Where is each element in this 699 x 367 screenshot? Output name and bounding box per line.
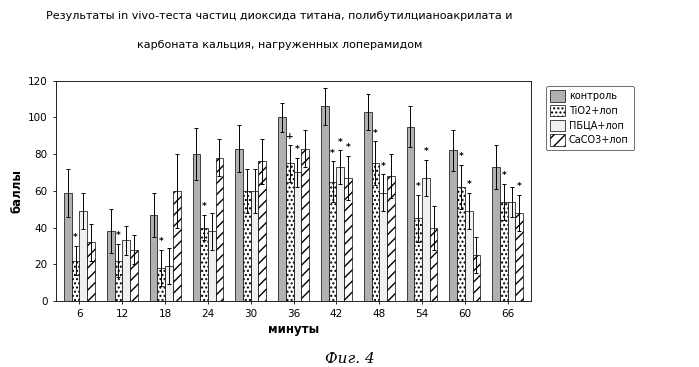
Text: *: *: [424, 147, 428, 156]
Bar: [492, 167, 500, 301]
Legend: контроль, TiO2+лоп, ПБЦА+лоп, CaCO3+лоп: контроль, TiO2+лоп, ПБЦА+лоп, CaCO3+лоп: [546, 86, 633, 150]
Bar: [363, 112, 371, 301]
Bar: [150, 215, 157, 301]
Text: *: *: [202, 202, 206, 211]
Text: Фиг. 4: Фиг. 4: [324, 352, 375, 366]
Bar: [259, 161, 266, 301]
Text: *: *: [517, 182, 521, 191]
Text: *: *: [159, 237, 164, 246]
Bar: [344, 178, 352, 301]
Bar: [243, 191, 251, 301]
Bar: [465, 211, 473, 301]
Bar: [216, 158, 224, 301]
Bar: [251, 191, 259, 301]
Y-axis label: баллы: баллы: [10, 169, 24, 213]
Bar: [236, 149, 243, 301]
Text: карбоната кальция, нагруженных лоперамидом: карбоната кальция, нагруженных лоперамид…: [137, 40, 422, 50]
Text: *: *: [345, 143, 350, 152]
Bar: [165, 266, 173, 301]
Text: *: *: [501, 171, 506, 180]
Text: *: *: [373, 128, 377, 138]
Text: *: *: [295, 145, 300, 154]
Bar: [72, 261, 80, 301]
Bar: [371, 163, 380, 301]
Bar: [380, 193, 387, 301]
Bar: [173, 191, 180, 301]
Bar: [200, 228, 208, 301]
Bar: [507, 202, 515, 301]
Text: *: *: [116, 231, 121, 240]
Bar: [422, 178, 430, 301]
X-axis label: минуты: минуты: [268, 323, 319, 337]
Bar: [130, 250, 138, 301]
Text: *: *: [381, 161, 385, 171]
Bar: [64, 193, 72, 301]
Bar: [107, 231, 115, 301]
Text: *: *: [416, 182, 421, 191]
Bar: [294, 172, 301, 301]
Bar: [336, 167, 344, 301]
Text: *: *: [330, 149, 335, 158]
Bar: [286, 163, 294, 301]
Bar: [329, 182, 336, 301]
Bar: [387, 176, 395, 301]
Bar: [115, 261, 122, 301]
Bar: [80, 211, 87, 301]
Bar: [321, 106, 329, 301]
Text: *: *: [459, 152, 463, 161]
Bar: [87, 242, 95, 301]
Bar: [515, 213, 523, 301]
Bar: [407, 127, 415, 301]
Bar: [301, 149, 309, 301]
Bar: [415, 218, 422, 301]
Bar: [500, 202, 507, 301]
Bar: [430, 228, 438, 301]
Bar: [157, 268, 165, 301]
Bar: [192, 154, 200, 301]
Bar: [122, 240, 130, 301]
Text: *: *: [73, 233, 78, 242]
Text: Результаты in vivo-теста частиц диоксида титана, полибутилцианоакрилата и: Результаты in vivo-теста частиц диоксида…: [46, 11, 513, 21]
Bar: [208, 231, 216, 301]
Text: *: *: [466, 180, 471, 189]
Bar: [449, 150, 457, 301]
Bar: [457, 187, 465, 301]
Text: +: +: [286, 132, 294, 141]
Bar: [473, 255, 480, 301]
Text: *: *: [338, 138, 343, 147]
Bar: [278, 117, 286, 301]
